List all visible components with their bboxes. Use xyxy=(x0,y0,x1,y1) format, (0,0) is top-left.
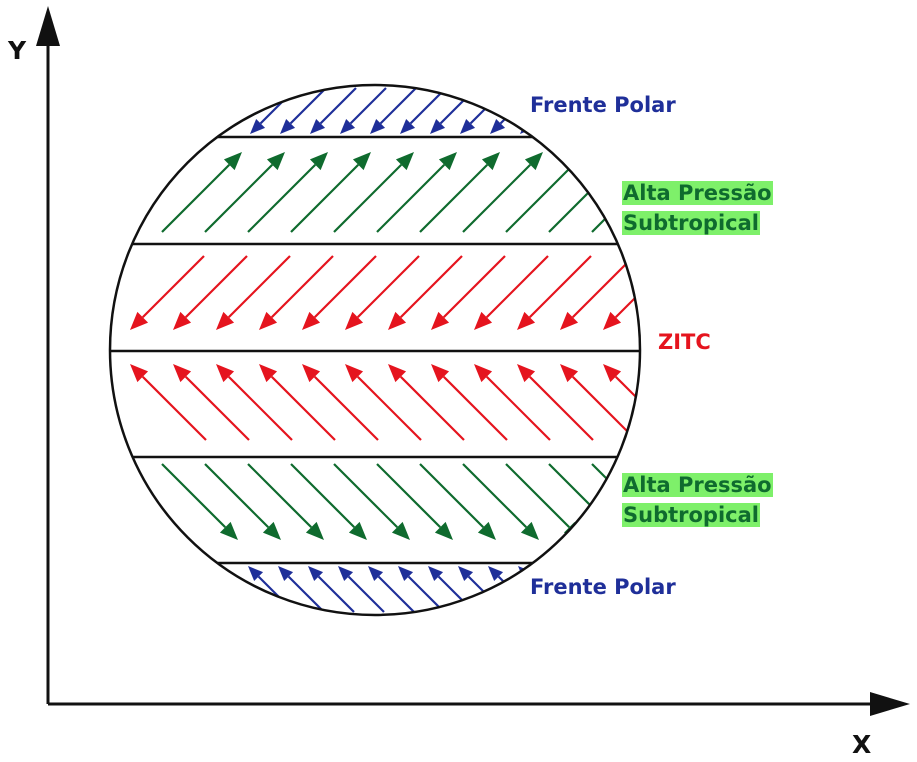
arrow-itcz-north-11 xyxy=(560,255,635,330)
arrow-itcz-north-13 xyxy=(646,256,720,330)
arrow-itcz-north-1 xyxy=(130,255,205,330)
arrow-itcz-south-5 xyxy=(302,364,379,441)
arrow-subtropical-north-4 xyxy=(290,152,371,233)
arrow-itcz-south-4 xyxy=(259,364,336,441)
arrow-itcz-north-7 xyxy=(388,255,463,330)
arrow-itcz-north-3 xyxy=(216,255,291,330)
polar-front-north-text: Frente Polar xyxy=(530,93,676,117)
arrow-subtropical-north-2 xyxy=(204,152,285,233)
arrow-subtropical-north-6 xyxy=(376,152,457,233)
arrow-polar-south-4 xyxy=(338,566,385,613)
arrow-itcz-north-12 xyxy=(603,255,640,330)
arrow-itcz-north-9 xyxy=(474,255,549,330)
arrow-subtropical-south-7 xyxy=(419,463,496,540)
subtropical-north-line2: Subtropical xyxy=(622,211,760,235)
arrow-itcz-south-3 xyxy=(216,364,293,441)
arrow-polar-north-5 xyxy=(370,87,417,134)
label-polar-front-south: Frente Polar xyxy=(530,572,676,602)
arrow-polar-north-15 xyxy=(670,88,716,134)
arrow-itcz-south-7 xyxy=(388,364,465,441)
arrow-itcz-south-13 xyxy=(646,364,722,440)
band-dividers xyxy=(110,135,640,565)
x-axis-arrowhead xyxy=(870,692,910,716)
arrow-itcz-south-6 xyxy=(345,364,422,441)
arrow-itcz-south-12 xyxy=(603,364,640,441)
arrow-itcz-south-8 xyxy=(431,364,508,441)
arrow-itcz-north-6 xyxy=(345,255,420,330)
subtropical-south-line1: Alta Pressão xyxy=(622,473,773,497)
arrow-subtropical-north-8 xyxy=(462,152,543,233)
itcz-text: ZITC xyxy=(658,330,711,354)
polar-front-south-text: Frente Polar xyxy=(530,575,676,599)
arrow-itcz-south-1 xyxy=(130,364,207,441)
y-axis-arrowhead xyxy=(36,6,60,46)
arrow-subtropical-south-4 xyxy=(290,463,367,540)
arrow-polar-south-9 xyxy=(488,566,535,613)
arrow-subtropical-south-2 xyxy=(204,463,281,540)
arrow-itcz-south-11 xyxy=(560,364,637,441)
arrow-subtropical-south-6 xyxy=(376,463,453,540)
arrow-subtropical-north-3 xyxy=(247,152,328,233)
arrow-subtropical-south-3 xyxy=(247,463,324,540)
globe-outline xyxy=(108,83,642,617)
arrow-polar-south-2 xyxy=(278,566,325,613)
arrow-itcz-north-8 xyxy=(431,255,506,330)
arrow-subtropical-north-5 xyxy=(333,152,414,233)
arrow-polar-south-6 xyxy=(398,566,445,613)
arrow-polar-north-3 xyxy=(310,87,357,134)
arrow-polar-south-5 xyxy=(368,566,415,613)
y-axis-label: Y xyxy=(8,36,27,65)
arrow-itcz-north-2 xyxy=(173,255,248,330)
arrow-itcz-north-10 xyxy=(517,255,592,330)
arrow-itcz-south-2 xyxy=(173,364,250,441)
arrow-polar-north-2 xyxy=(280,87,327,134)
arrow-polar-south-3 xyxy=(308,566,355,613)
label-subtropical-high-south: Alta Pressão Subtropical xyxy=(622,470,773,530)
arrow-subtropical-north-9 xyxy=(505,152,586,233)
subtropical-north-line1: Alta Pressão xyxy=(622,181,773,205)
arrow-itcz-north-4 xyxy=(259,255,334,330)
label-polar-front-north: Frente Polar xyxy=(530,90,676,120)
arrow-subtropical-south-5 xyxy=(333,463,410,540)
axes xyxy=(36,6,910,716)
arrow-itcz-north-5 xyxy=(302,255,377,330)
arrow-subtropical-north-1 xyxy=(161,152,242,233)
label-subtropical-high-north: Alta Pressão Subtropical xyxy=(622,178,773,238)
arrow-itcz-south-9 xyxy=(474,364,551,441)
arrow-subtropical-north-7 xyxy=(419,152,500,233)
x-axis-label: X xyxy=(852,730,872,759)
label-itcz: ZITC xyxy=(658,327,711,357)
arrow-polar-north-4 xyxy=(340,87,387,134)
arrow-subtropical-south-8 xyxy=(462,463,539,540)
arrow-subtropical-south-10 xyxy=(548,463,625,540)
arrow-itcz-south-10 xyxy=(517,364,594,441)
subtropical-south-line2: Subtropical xyxy=(622,503,760,527)
arrow-subtropical-south-1 xyxy=(161,463,238,540)
